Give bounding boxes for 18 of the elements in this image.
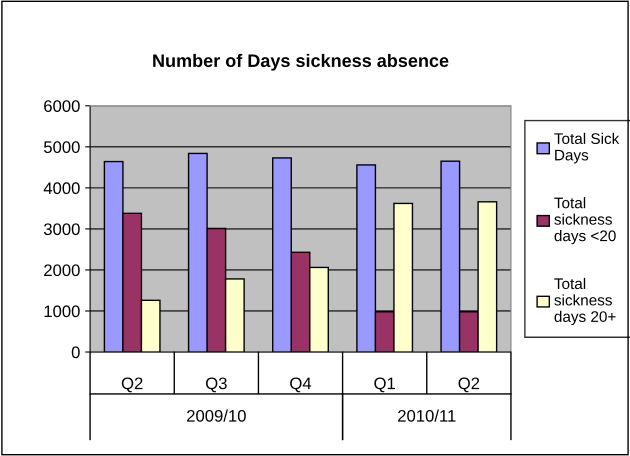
text: 2010/11 xyxy=(398,410,456,422)
text: 2009/10 xyxy=(187,410,246,422)
y-tick-label: 0 xyxy=(72,346,80,358)
x-tick-label: Q2 xyxy=(122,377,142,392)
y-tick-label: 2000 xyxy=(44,264,80,276)
y-tick-label: 1000 xyxy=(44,305,80,318)
y-tick-label: 6000 xyxy=(44,100,80,112)
x-tick-label: Q1 xyxy=(374,377,395,392)
y-tick-label: 3000 xyxy=(44,223,80,236)
legend-label: Total sickness days 20+ xyxy=(554,278,616,326)
x-tick-label: Q4 xyxy=(290,377,312,392)
y-tick-label: 5000 xyxy=(44,141,80,154)
chart-title: Number of Days sickness absence xyxy=(153,54,448,71)
legend-label: Total sickness days <20 xyxy=(554,197,616,244)
legend-label: Total Sick Days xyxy=(554,132,620,164)
x-tick-label: Q3 xyxy=(206,377,227,392)
x-tick-label: Q2 xyxy=(458,377,480,392)
y-tick-label: 4000 xyxy=(44,182,80,194)
